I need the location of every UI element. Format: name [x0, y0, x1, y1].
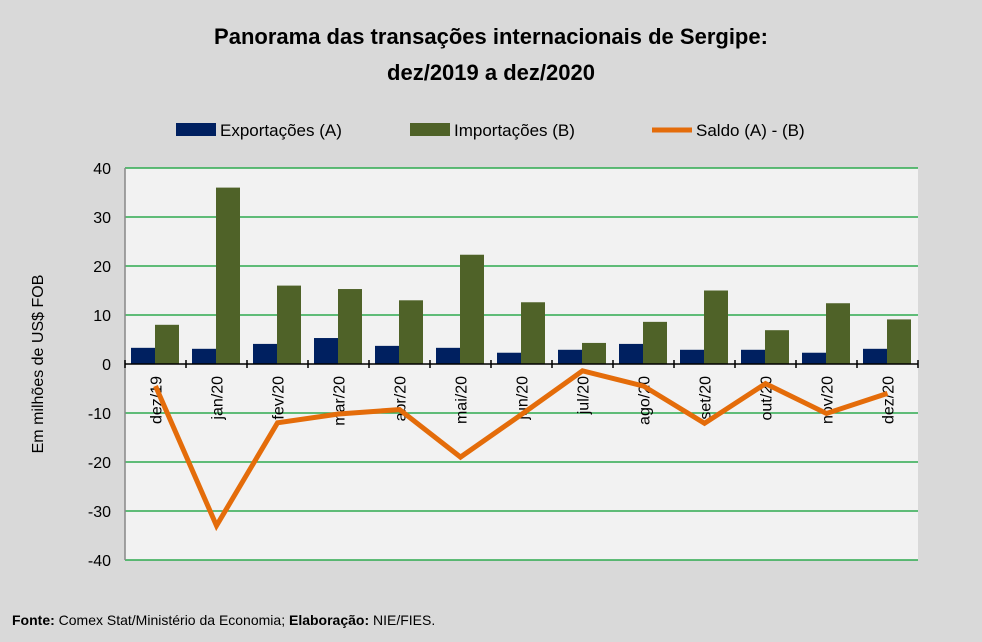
import-bar	[399, 300, 423, 364]
y-axis-label: Em milhões de US$ FOB	[30, 275, 47, 454]
export-bar	[497, 352, 521, 364]
legend-label: Saldo (A) - (B)	[696, 121, 805, 140]
export-bar	[619, 343, 643, 364]
y-tick-label: -40	[88, 553, 111, 570]
legend-swatch	[176, 123, 216, 136]
x-tick-label: nov/20	[820, 376, 837, 424]
source-note: Fonte: Comex Stat/Ministério da Economia…	[12, 612, 435, 628]
import-bar	[216, 187, 240, 364]
export-bar	[314, 338, 338, 364]
export-bar	[741, 349, 765, 364]
export-bar	[375, 345, 399, 364]
y-tick-label: 30	[93, 210, 111, 227]
y-tick-label: -10	[88, 406, 111, 423]
import-bar	[338, 289, 362, 364]
export-bar	[863, 348, 887, 364]
import-bar	[704, 290, 728, 364]
export-bar	[131, 347, 155, 364]
export-bar	[802, 352, 826, 364]
x-tick-label: set/20	[698, 376, 715, 420]
legend-swatch	[410, 123, 450, 136]
import-bar	[643, 321, 667, 364]
x-tick-label: dez/19	[149, 376, 166, 424]
legend: Exportações (A) Importações (B) Saldo (A) …	[176, 121, 805, 140]
chart-title-line2: dez/2019 a dez/2020	[387, 60, 595, 85]
import-bar	[460, 254, 484, 364]
source-text: Comex Stat/Ministério da Economia;	[54, 612, 289, 628]
legend-label: Importações (B)	[454, 121, 575, 140]
import-bar	[887, 319, 911, 364]
x-tick-label: jul/20	[576, 376, 593, 415]
chart-title-line1: Panorama das transações internacionais d…	[214, 24, 768, 49]
legend-label: Exportações (A)	[220, 121, 342, 140]
x-tick-label: jan/20	[210, 376, 227, 421]
import-bar	[521, 302, 545, 364]
import-bar	[277, 285, 301, 364]
elaboration-text: NIE/FIES.	[369, 612, 436, 628]
export-bar	[680, 349, 704, 364]
x-tick-label: mar/20	[332, 376, 349, 426]
y-tick-label: -20	[88, 455, 111, 472]
y-tick-label: 0	[102, 357, 111, 374]
y-tick-label: 40	[93, 161, 111, 178]
export-bar	[558, 349, 582, 364]
y-tick-label: 20	[93, 259, 111, 276]
y-tick-label: 10	[93, 308, 111, 325]
export-bar	[192, 348, 216, 364]
export-bar	[436, 347, 460, 364]
import-bar	[826, 303, 850, 364]
import-bar	[155, 324, 179, 364]
elaboration-label: Elaboração:	[288, 612, 370, 628]
import-bar	[582, 342, 606, 364]
x-tick-label: dez/20	[881, 376, 898, 424]
export-bar	[253, 343, 277, 364]
source-label: Fonte:	[12, 612, 55, 628]
x-tick-label: mai/20	[454, 376, 471, 424]
import-bar	[765, 330, 789, 364]
y-tick-label: -30	[88, 504, 111, 521]
x-tick-label: fev/20	[271, 376, 288, 420]
